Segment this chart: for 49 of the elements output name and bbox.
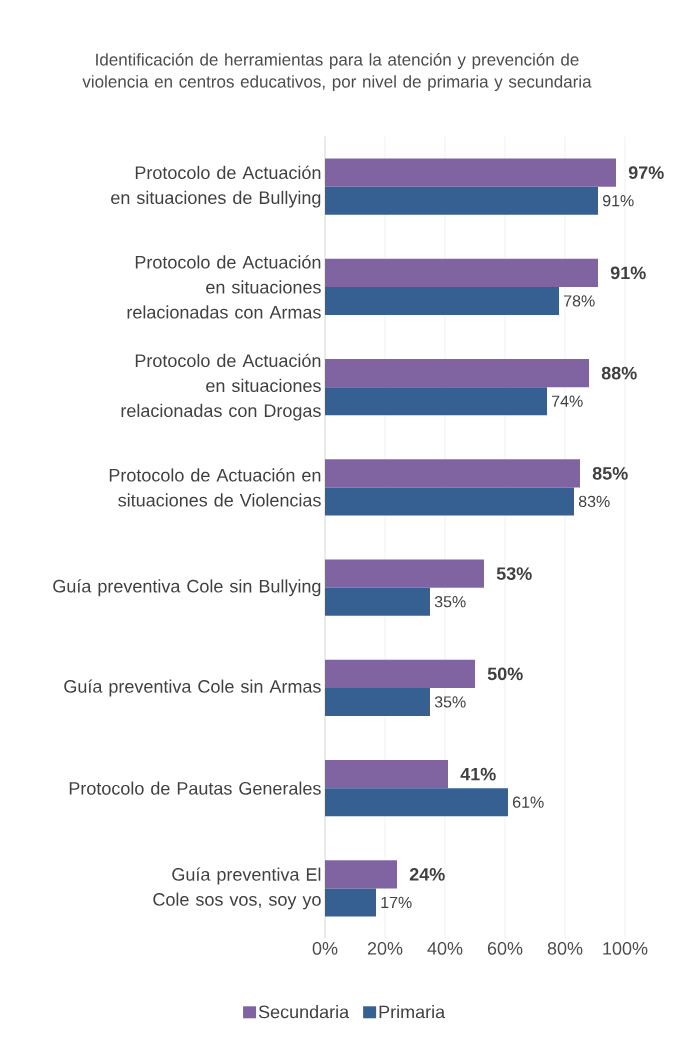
x-tick-label: 80% [547, 942, 583, 955]
data-label: 85% [592, 466, 628, 480]
data-label: 91% [602, 195, 634, 207]
data-label: 83% [578, 495, 610, 508]
data-label: 24% [409, 868, 445, 881]
y-tick-label: Guía preventiva Cole sin Armas [64, 679, 321, 697]
x-tick-label: 20% [367, 942, 403, 955]
bar [325, 158, 616, 187]
bar [325, 788, 508, 817]
x-tick-label: 60% [487, 942, 523, 955]
chart-title: Identificación de herramientas para la atención y prevención de violencia en centros educativos, por nivel de primaria y secundaria [82, 52, 592, 92]
legend-label: Primaria [379, 1005, 446, 1019]
bar [325, 186, 598, 215]
x-tick-label: 100% [603, 942, 648, 955]
data-label: 74% [552, 395, 583, 407]
y-tick-label: Protocolo de Actuación en situaciones relacionadas con Drogas [121, 353, 321, 421]
bar [325, 659, 475, 688]
x-tick-label: 40% [427, 942, 463, 955]
bar [325, 888, 376, 917]
bar [325, 258, 598, 287]
bar [325, 687, 430, 716]
data-label: 61% [513, 796, 544, 808]
bar [325, 860, 397, 889]
data-label: 97% [628, 166, 664, 179]
bar [325, 487, 574, 516]
y-tick-label: Guía preventiva El Cole sos vos, soy yo [153, 867, 321, 910]
bar [325, 286, 559, 315]
data-label: 78% [564, 295, 595, 307]
legend-label: Secundaria [258, 1005, 350, 1019]
bar [325, 559, 484, 588]
data-label: 35% [434, 696, 466, 708]
y-tick-label: Protocolo de Actuación en situaciones de Violencias [109, 468, 321, 507]
data-label: 91% [610, 266, 646, 280]
data-label: 35% [434, 596, 466, 608]
data-label: 17% [381, 896, 412, 909]
bar [325, 387, 547, 416]
bar [325, 359, 589, 388]
y-tick-label: Guía preventiva Cole sin Bullying [53, 579, 321, 597]
bar [325, 459, 580, 488]
x-tick-label: 0% [312, 942, 338, 955]
data-label: 53% [496, 567, 532, 580]
bar [325, 760, 448, 789]
y-tick-label: Protocolo de Pautas Generales [69, 781, 321, 795]
bar [325, 587, 430, 616]
y-tick-label: Protocolo de Actuación en situaciones relacionadas con Armas [127, 255, 321, 319]
data-label: 88% [601, 366, 637, 380]
data-label: 50% [487, 667, 523, 681]
data-label: 41% [460, 767, 496, 781]
y-tick-label: Protocolo de Actuación en situaciones de Bullying [111, 165, 321, 208]
